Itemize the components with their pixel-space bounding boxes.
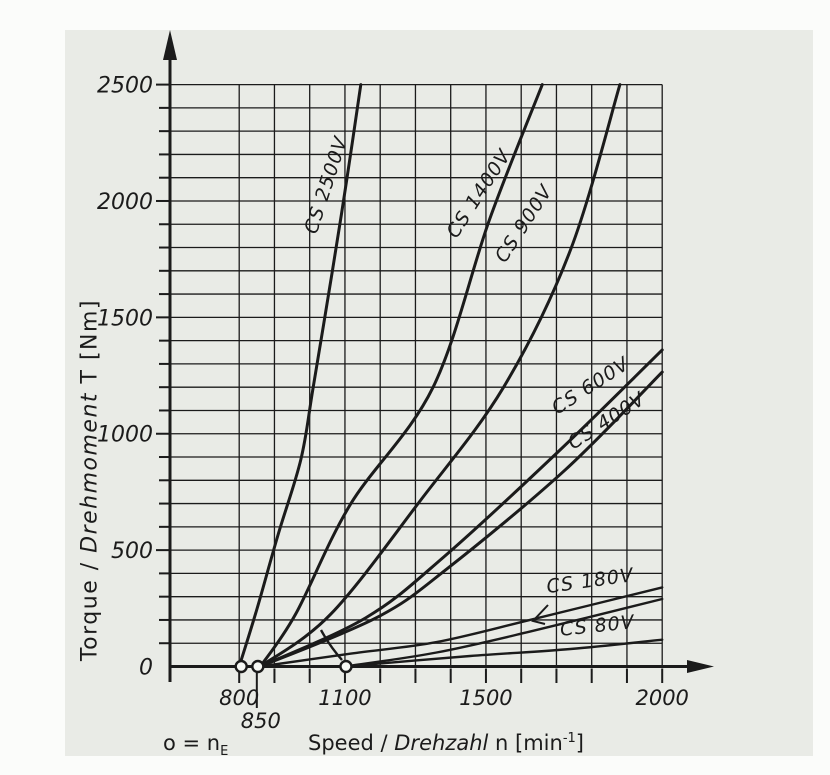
y-title-rest: T [Nm] [77,298,103,392]
curve-cs-1400v [258,83,544,668]
x-title-mid: n [min [488,731,563,755]
x-tick-label-850: 850 [241,709,281,733]
grid-lines [170,83,663,667]
y-tick-label: 1000 [97,423,153,448]
n-e-marker-850 [251,659,265,674]
y-title-plain: Torque / [77,552,103,662]
n-e-marker-1100 [339,659,353,674]
curve-cs-80v [343,638,664,668]
x-tick-label: 800 [219,686,259,710]
x-title-end: ] [575,731,584,755]
y-tick-label: 2000 [97,190,153,215]
x-title-plain: Speed / [308,731,395,755]
y-title-italic: Drehmoment [77,391,103,553]
x-tick-label: 1100 [318,686,371,710]
marker-note-symbol: o [163,731,176,755]
curve-cs-180v [259,586,664,668]
x-axis-title: Speed / Drehzahl n [min-1] [308,731,584,755]
y-tick-label: 2500 [97,74,153,99]
x-title-italic: Drehzahl [394,731,489,755]
engagement-markers [234,659,353,674]
curve-cs-2500v [237,83,363,668]
engagement-speed-note: o = nE [163,731,228,759]
y-tick-label: 1500 [97,306,153,331]
series-curves [237,83,664,668]
chart-panel [65,30,813,756]
curve-cs-180v-companion-unlabeled-n-e-1100- [343,597,664,668]
x-tick-label: 1500 [459,686,512,710]
y-axis-arrow-icon [163,30,177,60]
curve-label-cs-180v: CS 180V [545,564,636,598]
y-axis-ticks-and-labels: 0 500 1000 1500 2000 2500 [97,74,170,681]
marker-note-sub: E [220,744,229,760]
x-title-sup: -1 [562,731,576,746]
x-tick-label: 2000 [635,686,688,710]
curve-cs-400v [258,370,664,668]
marker-note-mid: = n [175,731,221,755]
curve-label-cs-1400v: CS 1400V [442,145,516,243]
curve-label-cs-80v: CS 80V [559,611,637,641]
curve-cs-600v [258,348,664,668]
y-tick-label: 500 [111,539,153,564]
x-axis-ticks-and-labels: 800 1100 1500 2000 850 [219,668,689,733]
y-tick-label: 0 [139,656,153,681]
annotations [319,604,549,661]
n-e-marker-800 [234,659,248,674]
curve-branch-into-1100-marker [319,629,343,661]
leader-arrow-cs-180v [531,604,549,625]
x-axis-arrow-icon [687,660,714,673]
curve-cs-900v [258,83,622,668]
